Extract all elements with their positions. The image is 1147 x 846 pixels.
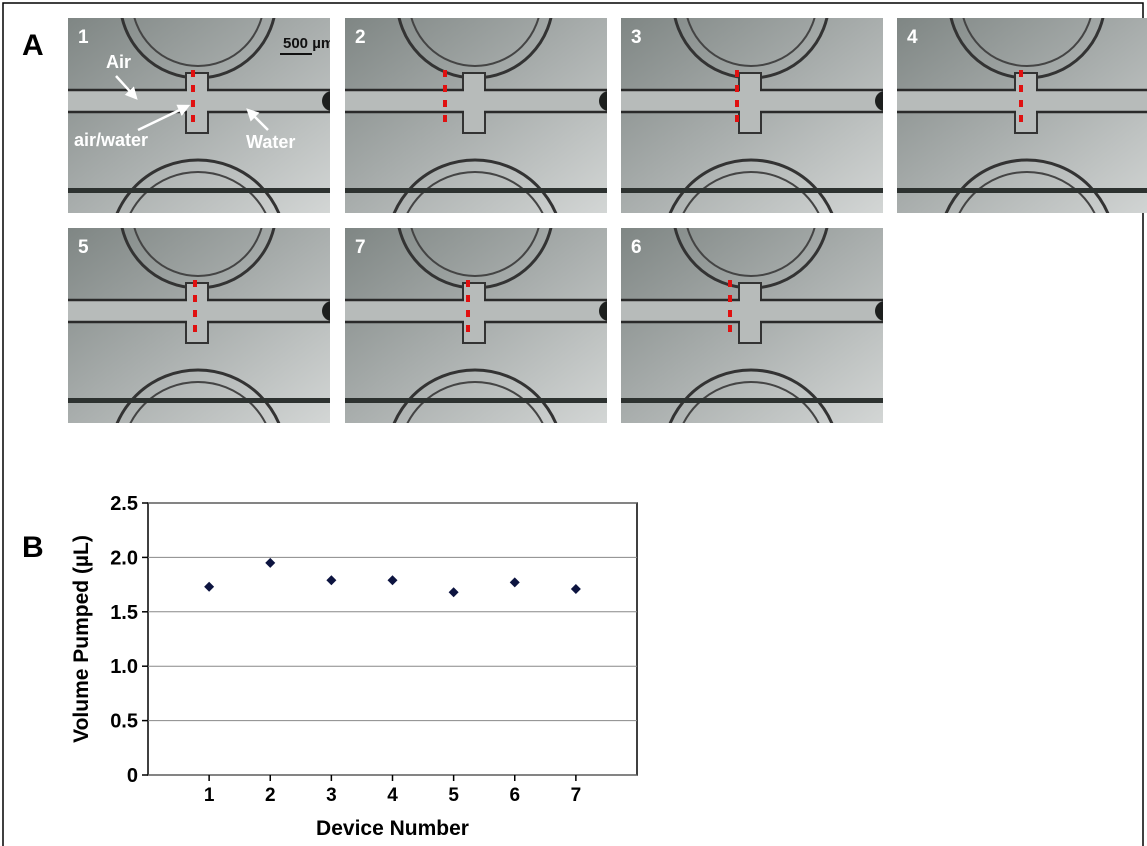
channel-ring [129,171,267,213]
data-point [509,577,520,588]
data-point [265,557,276,568]
wire [897,188,1147,193]
channel-ring [668,158,834,213]
arrow [246,108,269,131]
channel-ring [686,228,816,277]
y-tick-label: 0.5 [110,711,138,733]
channel-ring [410,18,540,67]
connector [464,88,484,114]
data-point [326,575,337,586]
image-label: 4 [907,27,918,48]
wire [68,188,330,193]
channel-ring [392,368,558,423]
scale-bar-label: 500 µm [283,35,334,52]
arrow [137,104,191,132]
x-axis-label: Device Number [316,817,469,840]
image-label: 6 [631,237,642,258]
channel-ring [406,171,544,213]
port [599,91,607,111]
annotation: air/water [74,130,148,150]
port [875,301,883,321]
image-label: 5 [78,237,89,258]
connector [464,298,484,324]
x-tick-label: 1 [204,785,215,806]
y-tick-label: 1.5 [110,602,138,624]
channel-ring [668,368,834,423]
x-tick-label: 2 [265,785,276,806]
wire [68,398,330,403]
data-point [570,583,581,594]
channel-ring [115,158,281,213]
micrograph: 5 [68,228,330,423]
image-label: 1 [78,27,89,48]
wire [345,398,607,403]
channel-ring [682,381,820,423]
channel-ring [682,171,820,213]
x-tick-label: 3 [326,785,337,806]
connector [740,88,760,114]
y-tick-label: 2.5 [110,493,138,515]
chart: 0 0.5 1.0 1.5 2.0 2.5 1 2 3 4 5 6 7 Device Number Volu… [70,493,638,840]
y-tick-label: 1.0 [110,656,138,678]
connector [187,88,207,114]
annotation: Air [106,52,131,72]
plot-area [147,502,638,776]
wire [621,188,883,193]
image-label: 7 [355,237,366,258]
panel-label: B [22,531,44,564]
wire [345,188,607,193]
channel-ring [133,228,263,277]
micrograph: 2 [345,18,607,213]
port [875,91,883,111]
image-label: 3 [631,27,642,48]
micrograph: 4 [897,18,1147,213]
x-tick-label: 6 [509,785,520,806]
micrograph: 1 500 µm Air air/water Water [68,18,334,213]
x-tick-label: 4 [387,785,398,806]
wire [621,398,883,403]
channel-ring [406,381,544,423]
channel-ring [410,228,540,277]
image-label: 2 [355,27,366,48]
micrograph: 6 [621,228,883,423]
annotation: Water [246,132,295,152]
channel-ring [958,171,1096,213]
y-tick-label: 2.0 [110,547,138,569]
x-tick-label: 7 [571,785,582,806]
arrow [115,75,138,100]
channel-ring [392,158,558,213]
data-point [448,587,459,598]
data-point [387,575,398,586]
micrograph: 3 [621,18,883,213]
data-point [204,581,215,592]
channel-ring [129,381,267,423]
connector [1016,88,1036,114]
x-tick-label: 5 [448,785,459,806]
micrographs: 1 500 µm Air air/water Water 2 3 4 5 7 6 [68,18,1147,423]
port [322,91,330,111]
y-axis-label: Volume Pumped (µL) [70,535,93,743]
channel-ring [686,18,816,67]
micrograph: 7 [345,228,607,423]
port [322,301,330,321]
y-tick-label: 0 [127,765,138,787]
channel-ring [944,158,1110,213]
channel-ring [962,18,1092,67]
panel-label: A [22,29,44,62]
channel-ring [115,368,281,423]
connector [740,298,760,324]
port [599,301,607,321]
channel-ring [133,18,263,67]
